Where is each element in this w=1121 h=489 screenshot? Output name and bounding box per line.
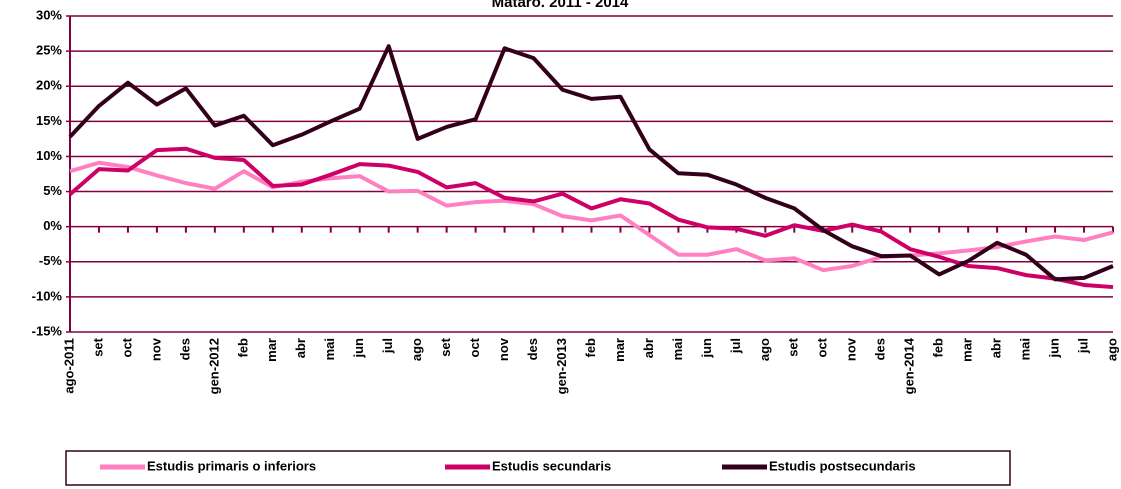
x-tick-label: mai <box>670 338 685 360</box>
legend-box <box>65 450 1011 486</box>
x-tick-label: jun <box>351 338 366 359</box>
x-tick-label: ago-2011 <box>61 338 76 394</box>
x-tick-label: jul <box>1075 338 1090 354</box>
x-tick-label: mai <box>322 338 337 360</box>
y-tick-label: 30% <box>36 7 62 22</box>
x-tick-label: abr <box>293 338 308 358</box>
series-line <box>68 44 1114 282</box>
x-tick-label: set <box>786 337 801 356</box>
x-tick-label: gen-2012 <box>206 338 221 394</box>
x-tick-label: jul <box>380 338 395 354</box>
x-tick-label: ago <box>409 338 424 361</box>
x-tick-label: abr <box>989 338 1004 358</box>
x-tick-label: jun <box>699 338 714 359</box>
series-line <box>68 146 1114 290</box>
x-tick-label: feb <box>583 338 598 358</box>
legend-label: Estudis secundaris <box>492 458 611 473</box>
x-tick-label: feb <box>931 338 946 358</box>
x-tick-label: gen-2014 <box>902 337 917 394</box>
x-tick-label: des <box>525 338 540 360</box>
y-tick-label: 15% <box>36 113 62 128</box>
x-tick-label: abr <box>641 338 656 358</box>
x-tick-label: jul <box>728 338 743 354</box>
y-tick-label: 5% <box>43 183 62 198</box>
y-tick-label: -10% <box>32 288 63 303</box>
x-tick-label: nov <box>148 337 163 361</box>
x-tick-label: mar <box>612 338 627 362</box>
x-tick-label: ago <box>1104 338 1119 361</box>
x-tick-label: oct <box>815 337 830 357</box>
legend-label: Estudis postsecundaris <box>769 458 916 473</box>
x-tick-label: nov <box>844 337 859 361</box>
y-tick-label: 10% <box>36 148 62 163</box>
x-tick-label: oct <box>119 337 134 357</box>
x-tick-label: mar <box>960 338 975 362</box>
x-tick-label: gen-2013 <box>554 338 569 394</box>
x-tick-label: oct <box>467 337 482 357</box>
chart-title: Mataró. 2011 - 2014 <box>492 0 629 11</box>
x-tick-label: feb <box>235 338 250 358</box>
x-tick-label: mar <box>264 338 279 362</box>
x-tick-label: nov <box>496 337 511 361</box>
x-tick-label: jun <box>1046 338 1061 359</box>
x-tick-label: set <box>90 337 105 356</box>
x-tick-label: des <box>873 338 888 360</box>
x-tick-label: ago <box>757 338 772 361</box>
legend-label: Estudis primaris o inferiors <box>147 458 316 473</box>
series-line <box>69 160 1114 273</box>
y-tick-label: 20% <box>36 78 62 93</box>
y-tick-label: -5% <box>39 253 63 268</box>
x-tick-label: des <box>177 338 192 360</box>
y-tick-label: 25% <box>36 43 62 58</box>
x-tick-label: set <box>438 337 453 356</box>
y-tick-label: -15% <box>32 323 63 338</box>
y-tick-label: 0% <box>43 218 62 233</box>
x-tick-label: mai <box>1018 338 1033 360</box>
